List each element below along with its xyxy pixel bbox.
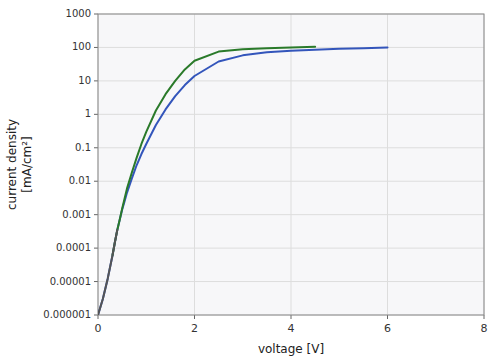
- tick-mark: [291, 315, 292, 319]
- tick-label: 100: [72, 41, 91, 52]
- plot-frame: [98, 14, 484, 315]
- y-axis-label: current density[mA/cm²]: [5, 119, 34, 210]
- tick-mark: [94, 14, 98, 15]
- y-axis-label-line: current density: [5, 119, 19, 210]
- tick-mark: [98, 315, 99, 319]
- tick-label: 1: [85, 108, 91, 119]
- tick-mark: [387, 315, 388, 319]
- series-group: [98, 47, 388, 315]
- tick-mark: [94, 248, 98, 249]
- tick-mark: [94, 147, 98, 148]
- series-line: [98, 47, 388, 315]
- grid: [98, 14, 484, 315]
- grid-line: [387, 14, 388, 315]
- tick-label: 4: [288, 322, 295, 335]
- tick-label: 0.0001: [56, 242, 91, 253]
- tick-label: 0.01: [69, 175, 91, 186]
- tick-mark: [94, 80, 98, 81]
- tick-mark: [94, 47, 98, 48]
- x-axis-label: voltage [V]: [258, 342, 324, 356]
- tick-mark: [94, 114, 98, 115]
- tick-mark: [94, 181, 98, 182]
- tick-label: 0.00001: [50, 276, 91, 287]
- tick-mark: [94, 315, 98, 316]
- plot-area: [98, 14, 484, 315]
- tick-label: 0.001: [62, 209, 91, 220]
- tick-label: 0.000001: [43, 309, 91, 320]
- tick-mark: [94, 214, 98, 215]
- grid-line: [194, 14, 195, 315]
- series-line: [112, 47, 315, 256]
- series-line: [98, 230, 117, 315]
- tick-mark: [94, 281, 98, 282]
- tick-mark: [484, 315, 485, 319]
- tick-label: 0: [95, 322, 102, 335]
- axes: 0.000001 0.00001 0.0001 0.001 0.01 0.1 1 10 100 1…: [43, 8, 487, 335]
- tick-label: 8: [481, 322, 488, 335]
- tick-label: 10: [78, 75, 91, 86]
- tick-mark: [194, 315, 195, 319]
- tick-label: 6: [384, 322, 391, 335]
- chart: 0.000001 0.00001 0.0001 0.001 0.01 0.1 1 10 100 1…: [0, 0, 500, 361]
- y-axis-label-line: [mA/cm²]: [20, 136, 34, 192]
- tick-label: 2: [191, 322, 198, 335]
- tick-label: 0.1: [75, 142, 91, 153]
- grid-line: [291, 14, 292, 315]
- tick-label: 1000: [66, 8, 91, 19]
